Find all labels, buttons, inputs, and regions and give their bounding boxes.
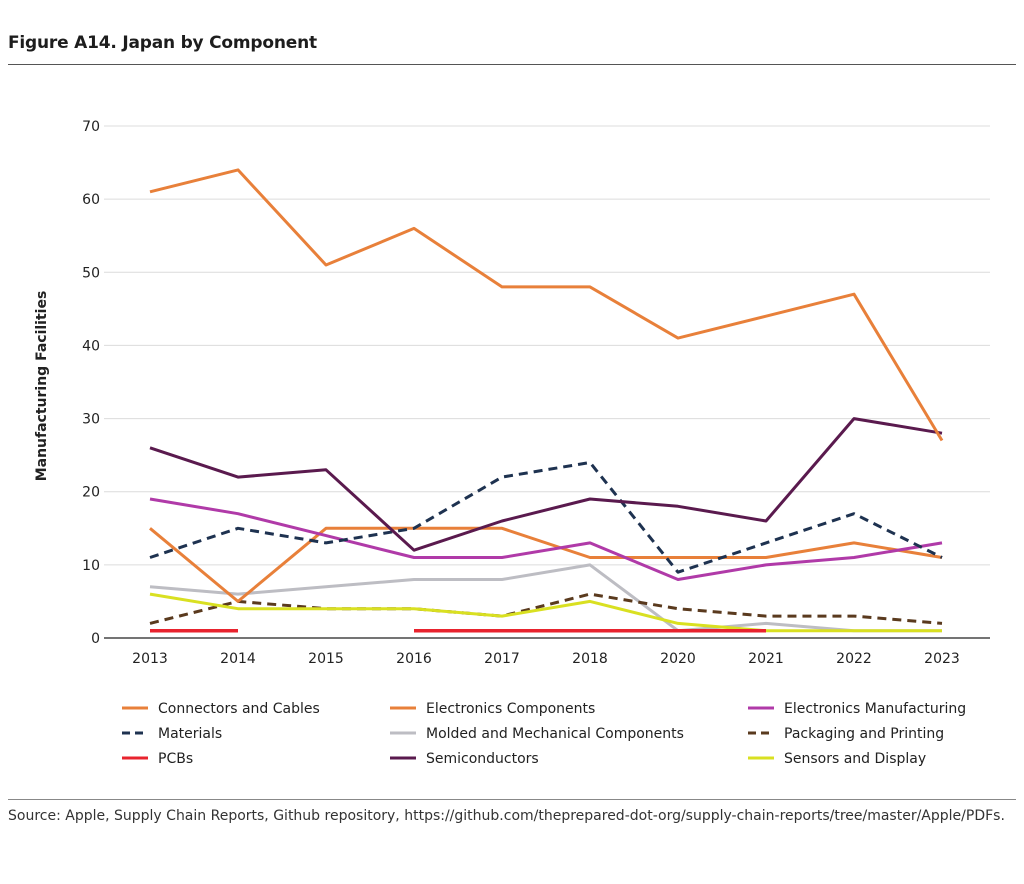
series-line-sensors-and-display [149,592,942,633]
legend-item-pcbs: PCBs [122,751,193,767]
source-note: Source: Apple, Supply Chain Reports, Git… [8,808,1005,824]
legend-label: Semiconductors [426,751,539,767]
legend-label: Packaging and Printing [784,726,944,742]
x-axis-ticks: 2013 2014 2015 2016 2017 2018 2020 2021 2022 2023 [132,651,960,667]
x-tick-label: 2020 [660,651,696,667]
x-tick-label: 2015 [308,651,344,667]
x-tick-label: 2016 [396,651,432,667]
legend: Connectors and Cables Electronics Compone… [122,701,966,767]
series-line-molded-and-mechanical-components [149,563,942,633]
legend-label: Electronics Manufacturing [784,701,966,717]
series-line-connectors-and-cables [149,526,943,603]
series-line-packaging-and-printing [149,592,943,625]
series-line-materials [149,461,943,574]
x-tick-label: 2014 [220,651,256,667]
legend-item-electronics-manufacturing: Electronics Manufacturing [748,701,966,717]
series-line-electronics-components [149,168,944,442]
x-tick-label: 2022 [836,651,872,667]
y-tick-label: 40 [82,338,100,354]
legend-label: Materials [158,726,222,742]
y-tick-label: 30 [82,412,100,428]
figure-title: Figure A14. Japan by Component [8,33,317,53]
legend-item-semiconductors: Semiconductors [390,751,539,767]
legend-label: Sensors and Display [784,751,926,767]
y-tick-label: 10 [82,558,100,574]
legend-label: Molded and Mechanical Components [426,726,684,742]
y-tick-label: 70 [82,119,100,135]
legend-item-connectors-and-cables: Connectors and Cables [122,701,320,717]
x-tick-label: 2023 [924,651,960,667]
legend-item-packaging-and-printing: Packaging and Printing [748,726,944,742]
legend-item-electronics-components: Electronics Components [390,701,595,717]
x-tick-label: 2018 [572,651,608,667]
legend-item-molded-and-mechanical-components: Molded and Mechanical Components [390,726,684,742]
series-line-semiconductors [149,417,943,552]
series-lines [149,168,944,633]
y-tick-label: 20 [82,485,100,501]
legend-label: Electronics Components [426,701,595,717]
title-divider [8,64,1016,65]
source-divider [8,799,1016,800]
series-line-electronics-manufacturing [149,497,943,581]
x-tick-label: 2021 [748,651,784,667]
legend-label: PCBs [158,751,193,767]
line-chart: 0 10 20 30 40 50 60 70 2013 2014 2015 2016 2017 2018… [34,119,990,767]
y-axis-ticks: 0 10 20 30 40 50 60 70 [82,119,100,647]
gridlines [104,125,990,566]
y-tick-label: 60 [82,192,100,208]
legend-item-sensors-and-display: Sensors and Display [748,751,926,767]
legend-label: Connectors and Cables [158,701,320,717]
y-tick-label: 0 [91,631,100,647]
y-axis-label: Manufacturing Facilities [34,291,50,482]
y-tick-label: 50 [82,265,100,281]
legend-item-materials: Materials [122,726,222,742]
x-tick-label: 2013 [132,651,168,667]
x-tick-label: 2017 [484,651,520,667]
